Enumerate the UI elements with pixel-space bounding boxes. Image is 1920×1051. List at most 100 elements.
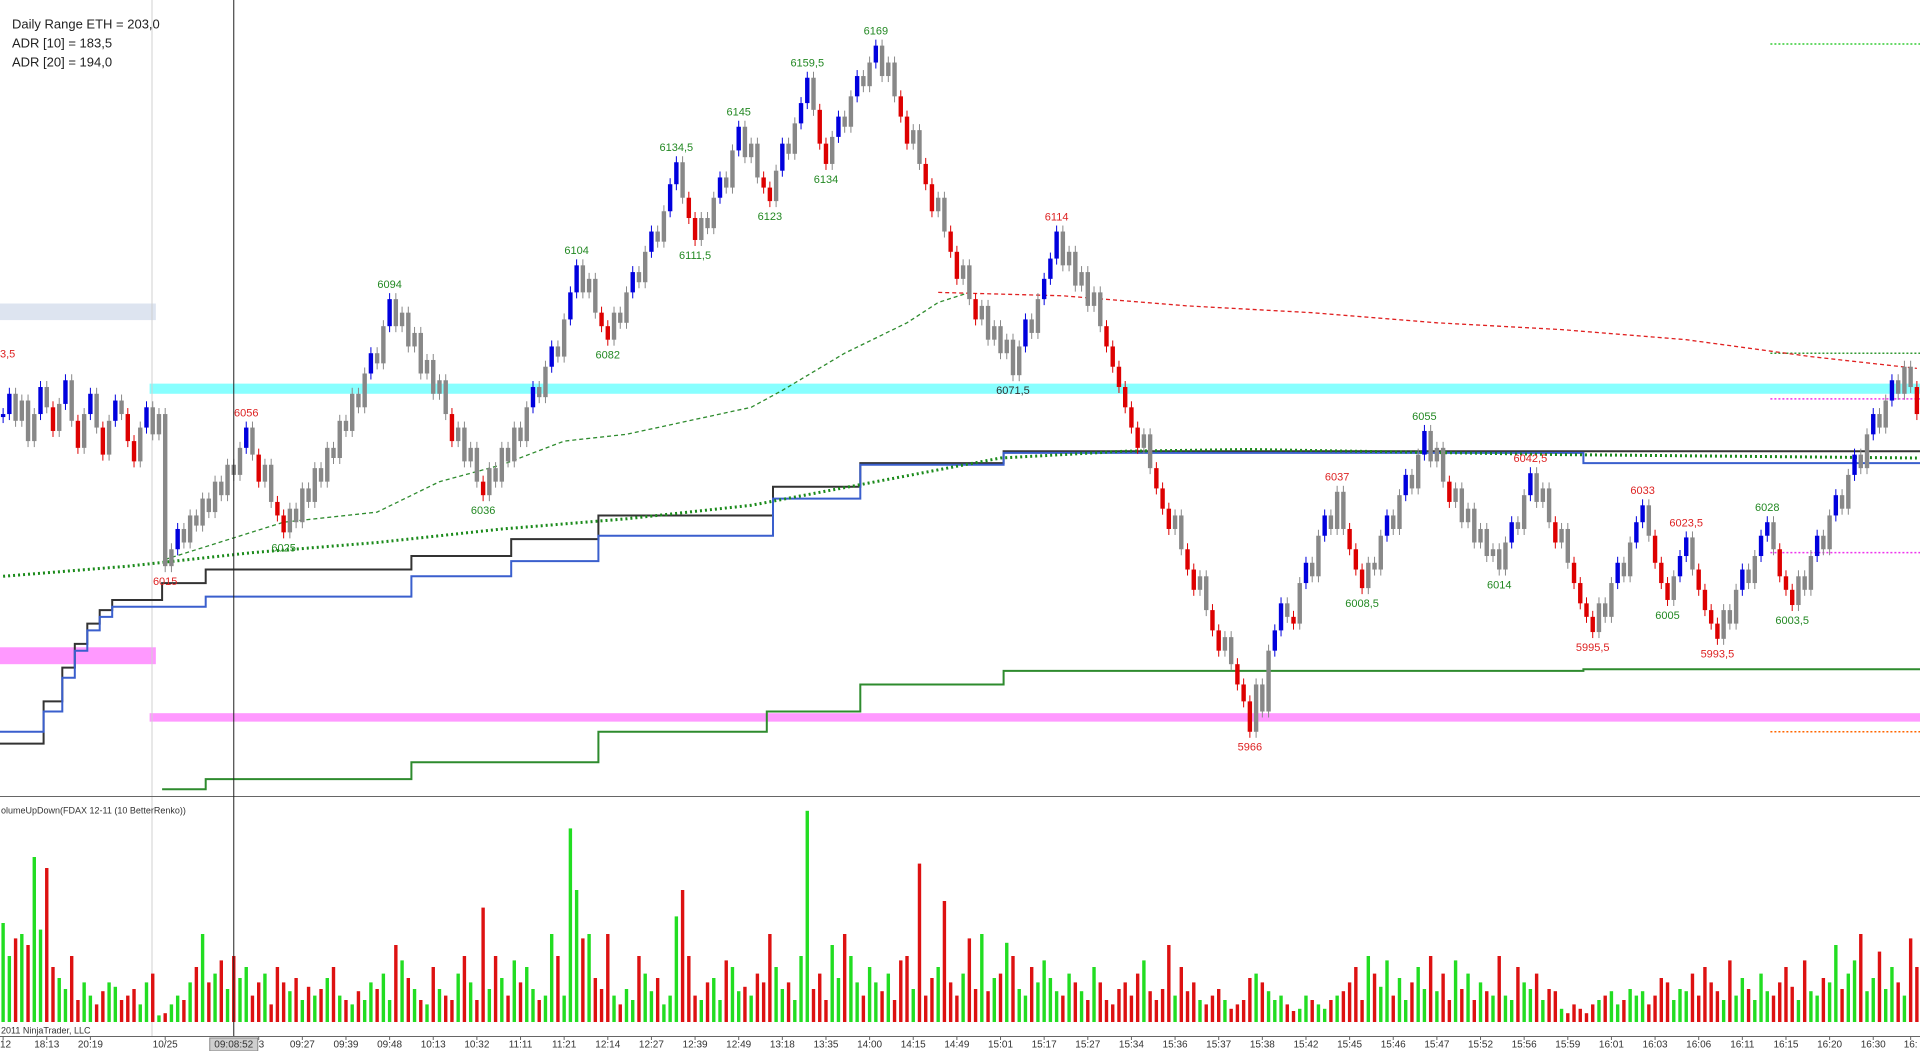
volume-bar	[1522, 982, 1526, 1022]
brick	[1303, 562, 1309, 584]
brick	[268, 464, 274, 502]
price-label: 6014	[1487, 579, 1511, 591]
brick	[1166, 508, 1172, 529]
volume-bar	[705, 982, 710, 1022]
volume-bar	[980, 934, 984, 1022]
volume-bar	[1086, 1000, 1090, 1022]
volume-bar	[1715, 991, 1720, 1022]
brick	[1509, 522, 1514, 543]
brick	[879, 45, 885, 77]
brick	[1528, 473, 1533, 496]
volume-bar	[525, 967, 529, 1022]
volume-bar	[1609, 991, 1614, 1022]
brick	[1098, 292, 1103, 327]
brick	[1316, 535, 1321, 577]
volume-bar	[1391, 995, 1395, 1022]
volume-bar	[487, 989, 492, 1022]
price-label: 6071,5	[996, 385, 1030, 397]
price-label: 5995,5	[1576, 642, 1610, 654]
volume-bar	[1460, 989, 1464, 1022]
volume-bar	[1366, 956, 1371, 1022]
x-tick-label: 16:	[1904, 1040, 1918, 1051]
brick	[1235, 664, 1240, 685]
volume-bar	[481, 907, 485, 1022]
brick	[381, 326, 386, 364]
brick	[1147, 434, 1153, 469]
price-label: 6159,5	[790, 58, 824, 70]
x-tick-label: 12:39	[683, 1040, 708, 1051]
brick	[1185, 549, 1190, 570]
brick	[393, 299, 399, 327]
brick	[1740, 569, 1745, 590]
brick	[1902, 366, 1907, 394]
brick	[1908, 366, 1913, 388]
price-label: 6015	[153, 576, 177, 588]
brick	[293, 508, 299, 523]
brick	[1048, 258, 1053, 279]
volume-bar	[892, 1000, 897, 1022]
volume-bar	[587, 934, 591, 1022]
brick	[854, 76, 860, 97]
brick	[1378, 535, 1383, 570]
x-tick-label: 09:39	[333, 1040, 358, 1051]
brick	[113, 400, 118, 421]
brick	[337, 420, 342, 458]
brick	[992, 326, 997, 340]
brick	[1465, 508, 1471, 523]
brick	[842, 116, 847, 127]
volume-bar	[1659, 978, 1663, 1022]
brick	[19, 400, 25, 421]
volume-bar	[132, 989, 136, 1022]
brick	[200, 498, 205, 526]
volume-bar	[942, 901, 947, 1022]
brick	[505, 447, 511, 462]
brick	[1821, 535, 1826, 550]
volume-bar	[1572, 1004, 1576, 1022]
volume-bar	[163, 1013, 167, 1022]
brick	[973, 299, 978, 320]
brick	[331, 447, 336, 458]
brick	[1453, 488, 1458, 502]
brick	[0, 414, 6, 418]
volume-bar	[618, 1004, 622, 1022]
brick	[1515, 522, 1521, 529]
brick	[1179, 515, 1184, 550]
brick	[1204, 576, 1209, 611]
brick	[455, 427, 461, 442]
volume-bar	[1229, 1008, 1233, 1022]
volume-bar	[1142, 960, 1146, 1022]
brick	[1846, 474, 1851, 509]
volume-bar	[57, 978, 61, 1022]
volume-bar	[250, 995, 255, 1022]
volume-bar	[257, 982, 261, 1022]
volume-bar	[562, 995, 566, 1022]
volume-bar	[1503, 995, 1508, 1022]
volume-bar	[1485, 991, 1489, 1022]
volume-bar	[948, 982, 953, 1022]
brick	[1715, 623, 1720, 639]
volume-bar	[1690, 973, 1695, 1022]
band	[149, 713, 1920, 722]
brick	[1122, 387, 1128, 408]
volume-bar	[394, 945, 398, 1022]
brick	[343, 420, 349, 431]
brick	[262, 464, 268, 482]
volume-bar	[344, 1000, 348, 1022]
price-label: 6134,5	[660, 142, 694, 154]
volume-bar	[1198, 1000, 1202, 1022]
brick	[69, 380, 74, 421]
volume-bar	[606, 934, 610, 1022]
x-tick-label: 16:01	[1599, 1040, 1624, 1051]
volume-bar	[1871, 978, 1875, 1022]
volume-bar	[1298, 1008, 1302, 1022]
crosshair-label-box	[209, 1037, 259, 1051]
volume-bar	[1615, 1004, 1620, 1022]
brick	[275, 501, 280, 516]
volume-bar	[1734, 995, 1738, 1022]
brick	[823, 143, 829, 164]
indicator-line	[0, 451, 1920, 733]
volume-bar	[986, 991, 990, 1022]
brick	[1135, 427, 1140, 448]
volume-bar	[1404, 1000, 1408, 1022]
price-label: 6042,5	[1514, 453, 1548, 465]
